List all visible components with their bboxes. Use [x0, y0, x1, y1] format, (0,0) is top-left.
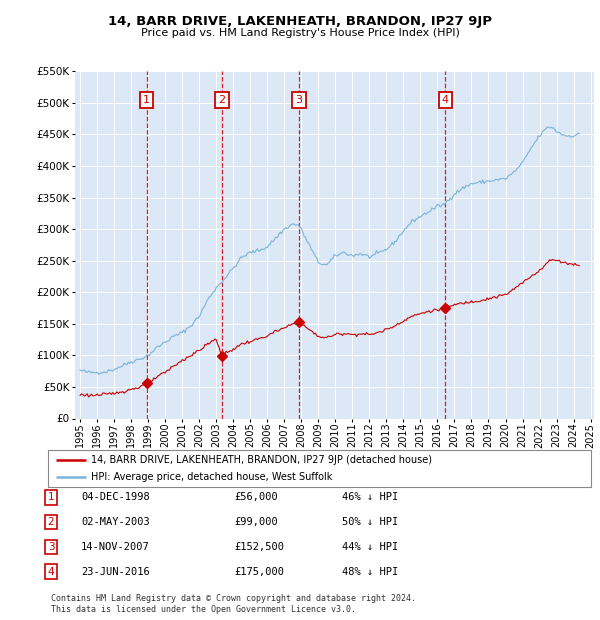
Text: 3: 3 [296, 95, 302, 105]
Text: £152,500: £152,500 [234, 542, 284, 552]
Text: £56,000: £56,000 [234, 492, 278, 502]
Text: £175,000: £175,000 [234, 567, 284, 577]
Text: HPI: Average price, detached house, West Suffolk: HPI: Average price, detached house, West… [91, 472, 333, 482]
Text: 46% ↓ HPI: 46% ↓ HPI [342, 492, 398, 502]
Text: 14, BARR DRIVE, LAKENHEATH, BRANDON, IP27 9JP (detached house): 14, BARR DRIVE, LAKENHEATH, BRANDON, IP2… [91, 454, 433, 464]
Text: 02-MAY-2003: 02-MAY-2003 [81, 517, 150, 527]
Text: 2: 2 [218, 95, 226, 105]
Text: 1: 1 [47, 492, 55, 502]
Text: 23-JUN-2016: 23-JUN-2016 [81, 567, 150, 577]
Text: 2: 2 [47, 517, 55, 527]
Text: This data is licensed under the Open Government Licence v3.0.: This data is licensed under the Open Gov… [51, 604, 356, 614]
Text: 3: 3 [47, 542, 55, 552]
Text: Price paid vs. HM Land Registry's House Price Index (HPI): Price paid vs. HM Land Registry's House … [140, 28, 460, 38]
Text: £99,000: £99,000 [234, 517, 278, 527]
Text: 4: 4 [47, 567, 55, 577]
Text: 14, BARR DRIVE, LAKENHEATH, BRANDON, IP27 9JP: 14, BARR DRIVE, LAKENHEATH, BRANDON, IP2… [108, 16, 492, 29]
Text: 04-DEC-1998: 04-DEC-1998 [81, 492, 150, 502]
Text: 14-NOV-2007: 14-NOV-2007 [81, 542, 150, 552]
Text: 1: 1 [143, 95, 151, 105]
Text: 44% ↓ HPI: 44% ↓ HPI [342, 542, 398, 552]
Text: Contains HM Land Registry data © Crown copyright and database right 2024.: Contains HM Land Registry data © Crown c… [51, 593, 416, 603]
Text: 50% ↓ HPI: 50% ↓ HPI [342, 517, 398, 527]
Text: 48% ↓ HPI: 48% ↓ HPI [342, 567, 398, 577]
Text: 4: 4 [442, 95, 449, 105]
